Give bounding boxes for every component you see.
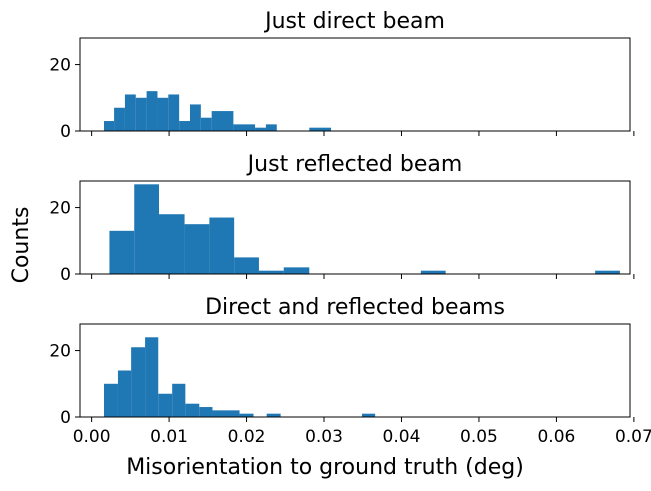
bar-direct-2 — [124, 94, 136, 131]
bar-combined-4 — [158, 393, 173, 417]
x-tick-label-2: 0.02 — [228, 427, 266, 447]
bar-reflected-5 — [234, 257, 259, 274]
axes-frame-reflected — [79, 180, 631, 275]
panel-just-direct-beam: 0 20 Just direct beam — [49, 9, 635, 142]
x-tick-label-1: 0.01 — [150, 427, 188, 447]
bar-reflected-3 — [184, 224, 210, 274]
bar-combined-5 — [172, 383, 186, 417]
bar-direct-1 — [114, 107, 125, 131]
panel-title-direct: Just direct beam — [263, 9, 445, 34]
bar-reflected-2 — [159, 214, 185, 274]
y-tick-label-combined-1: 20 — [49, 342, 71, 362]
bar-direct-7 — [179, 121, 190, 131]
y-tick-label-combined-0: 0 — [60, 408, 71, 428]
y-tick-label-reflected-1: 20 — [49, 199, 71, 219]
bar-direct-6 — [168, 94, 180, 131]
bar-direct-12 — [255, 127, 266, 131]
bar-direct-13 — [265, 124, 277, 131]
bar-combined-11 — [361, 413, 376, 417]
bar-combined-6 — [185, 403, 200, 417]
panel-title-combined: Direct and reflected beams — [205, 295, 505, 320]
bar-combined-7 — [199, 407, 213, 417]
bar-reflected-0 — [109, 230, 135, 274]
bar-combined-2 — [131, 347, 146, 417]
panel-title-reflected: Just reflected beam — [246, 152, 463, 177]
y-tick-label-reflected-0: 0 — [60, 265, 71, 285]
axes-frame-combined — [79, 323, 631, 418]
panel-just-reflected-beam: 0 20 Just reflected beam — [49, 152, 635, 285]
x-tick-label-4: 0.04 — [383, 427, 421, 447]
bar-direct-10 — [211, 111, 234, 131]
bar-direct-4 — [146, 91, 158, 131]
bar-combined-10 — [266, 413, 281, 417]
bar-direct-9 — [200, 117, 212, 131]
y-axis-label: Counts — [9, 207, 34, 284]
bar-combined-9 — [239, 413, 254, 417]
x-tick-label-3: 0.03 — [305, 427, 343, 447]
bar-reflected-8 — [420, 270, 446, 274]
bar-reflected-4 — [209, 217, 235, 274]
bar-combined-0 — [104, 383, 118, 417]
bar-reflected-9 — [595, 270, 620, 274]
x-tick-label-7: 0.07 — [615, 427, 651, 447]
bar-direct-8 — [190, 104, 201, 131]
bar-reflected-6 — [258, 270, 284, 274]
x-tick-label-0: 0.00 — [73, 427, 111, 447]
x-tick-label-5: 0.05 — [460, 427, 498, 447]
y-tick-label-direct-1: 20 — [49, 56, 71, 76]
bar-combined-3 — [145, 337, 159, 417]
bar-combined-8 — [212, 410, 240, 417]
axes-frame-direct — [79, 37, 631, 132]
bar-reflected-7 — [283, 267, 310, 274]
bar-direct-3 — [135, 97, 147, 131]
bar-direct-11 — [233, 124, 256, 131]
y-tick-label-direct-0: 0 — [60, 122, 71, 142]
panel-direct-and-reflected-beams: 0 20 0.00 0.01 0.02 0.03 0.04 0.05 0.06 0.07 Direc… — [49, 295, 651, 447]
bar-direct-5 — [157, 97, 169, 131]
bar-combined-1 — [117, 370, 132, 417]
x-tick-label-6: 0.06 — [537, 427, 575, 447]
bar-direct-14 — [309, 127, 331, 131]
x-axis-label: Misorientation to ground truth (deg) — [126, 455, 524, 480]
bar-direct-0 — [104, 121, 115, 131]
bar-reflected-1 — [134, 184, 160, 274]
